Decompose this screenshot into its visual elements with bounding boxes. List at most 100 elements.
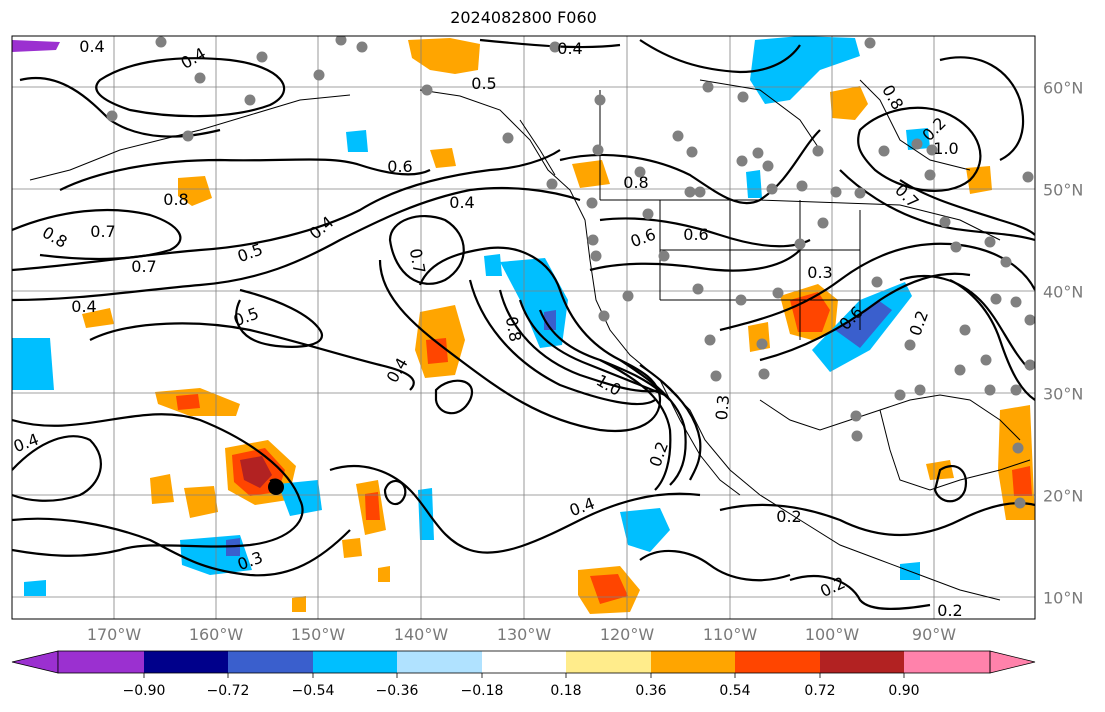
colorbar [11, 650, 1036, 678]
contour-line [639, 39, 801, 74]
contour-label: 0.4 [449, 193, 474, 212]
contour-label: 1.0 [933, 139, 958, 158]
shade-strong-positive-region [1012, 466, 1032, 496]
colorbar-bin [144, 651, 228, 673]
shade-negative-region [835, 300, 892, 348]
colorbar-tick-label: 0.18 [550, 683, 582, 699]
shade-negative-region [346, 130, 368, 152]
shade-positive-region [150, 474, 174, 504]
colorbar-bin [735, 651, 820, 673]
shade-strong-positive-region [240, 456, 272, 488]
contour-line [789, 575, 931, 611]
contour-line [857, 106, 982, 192]
colorbar-bin [566, 651, 651, 673]
contour-label: 0.4 [557, 39, 582, 58]
colorbar-tick-label: −0.54 [291, 683, 335, 699]
contour-line [12, 208, 182, 260]
colorbar-bin [58, 651, 144, 673]
contour-line [498, 289, 661, 393]
shade-weak-negative-region [12, 40, 60, 52]
lat-label: 10°N [1043, 588, 1084, 608]
contour-label: 0.8 [623, 173, 648, 192]
lon-label: 170°W [86, 625, 142, 644]
colorbar-bin [397, 651, 482, 673]
colorbar-bin [228, 651, 313, 673]
shaded-anomaly-areas [12, 36, 1035, 614]
colorbar-tick-label: −0.36 [375, 683, 419, 699]
contour-line [939, 56, 1025, 161]
shade-positive-region [408, 38, 480, 74]
contour-line [599, 217, 811, 248]
storm-center-marker [269, 478, 283, 493]
shade-positive-region [430, 148, 456, 168]
shade-positive-region [292, 596, 306, 612]
contour-line [719, 502, 1035, 537]
contour-line [468, 279, 656, 406]
lon-label: 100°W [804, 625, 860, 644]
contour-label: 0.6 [387, 157, 412, 176]
shade-positive-region [82, 308, 114, 328]
colorbar-bin [820, 651, 904, 673]
lon-label: 140°W [393, 625, 449, 644]
contour-label: 0.7 [131, 257, 156, 276]
contour-line [933, 465, 968, 503]
contour-label: 0.3 [712, 394, 733, 421]
shade-positive-region [178, 176, 212, 206]
lat-label: 40°N [1043, 282, 1084, 302]
contour-line [434, 379, 474, 415]
station-dots [106, 36, 1035, 509]
colorbar-tick-label: 0.54 [719, 683, 751, 699]
lat-label: 30°N [1043, 384, 1084, 404]
lon-label: 130°W [496, 625, 552, 644]
contour-label: 0.5 [471, 74, 496, 93]
contour-label: 0.2 [937, 601, 962, 620]
lat-label: 20°N [1043, 486, 1084, 506]
contour-label: 0.4 [71, 297, 96, 316]
contour-line [559, 129, 821, 205]
shade-positive-region [342, 538, 362, 558]
colorbar-bin [651, 651, 735, 673]
contour-line [899, 275, 1031, 371]
colorbar-extend-high [989, 650, 1036, 674]
lon-label: 110°W [702, 625, 758, 644]
shade-positive-region [184, 486, 218, 518]
contour-line [759, 272, 971, 362]
contour-label: 0.7 [90, 222, 115, 241]
contour-label: 0.6 [683, 225, 708, 244]
contour-line [639, 549, 791, 582]
colorbar-tick-label: 0.90 [888, 683, 920, 699]
shade-negative-region [12, 338, 54, 390]
colorbar-tick-label: −0.90 [122, 683, 166, 699]
shade-strong-positive-region [590, 574, 628, 604]
lon-label: 150°W [290, 625, 346, 644]
contour-line [12, 435, 102, 502]
colorbar-tick-label: −0.72 [206, 683, 250, 699]
contour-line [899, 179, 1035, 236]
contour-line [12, 413, 304, 557]
shade-negative-region [418, 488, 434, 540]
contour-line [589, 249, 801, 272]
contour-line [599, 359, 672, 491]
colorbar-tick-label: 0.36 [635, 683, 667, 699]
contour-line [639, 364, 702, 481]
lat-label: 50°N [1043, 180, 1084, 200]
lon-label: 90°W [911, 625, 957, 644]
contour-label: 0.3 [807, 263, 832, 282]
lat-label: 60°N [1043, 78, 1084, 98]
contour-label: 0.7 [406, 247, 429, 275]
shade-negative-region [24, 580, 46, 596]
shade-negative-region [484, 254, 502, 276]
contour-line [619, 359, 687, 486]
shade-negative-region [620, 508, 670, 552]
colorbar-frame [57, 650, 991, 674]
shade-negative-region [746, 170, 762, 198]
contour-line [95, 57, 285, 118]
shade-strong-positive-region [365, 492, 380, 520]
contour-label: 0.8 [502, 315, 525, 343]
shade-strong-positive-region [176, 394, 200, 410]
contour-line [59, 158, 431, 191]
shade-positive-region [830, 86, 868, 120]
contour-line [383, 479, 407, 506]
contour-lines [12, 38, 1035, 611]
contour-line [12, 517, 351, 577]
